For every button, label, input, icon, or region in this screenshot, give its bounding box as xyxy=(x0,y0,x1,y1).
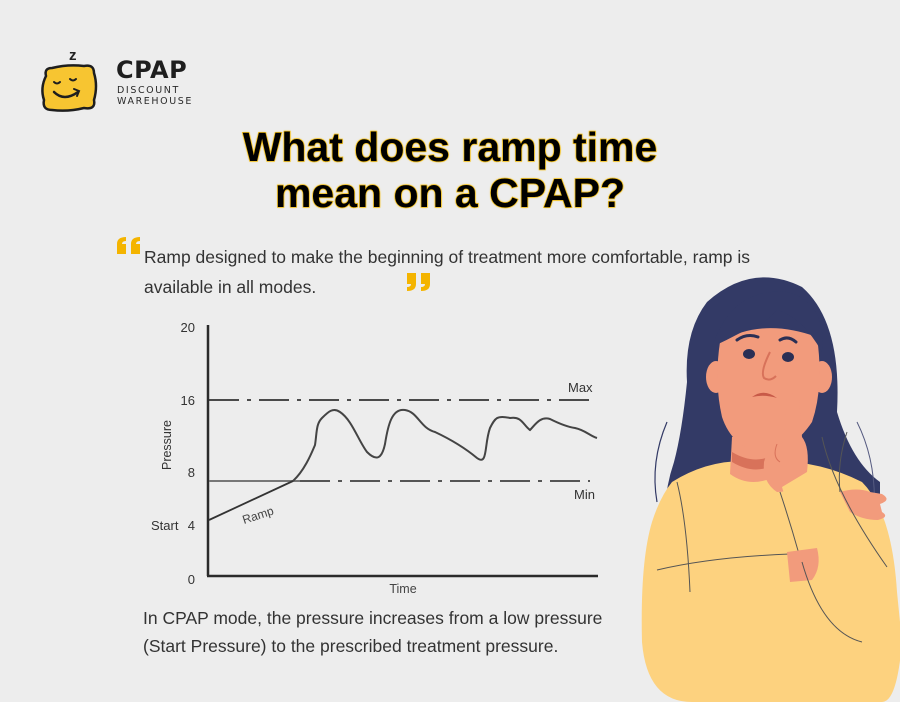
brand-subtitle-line1: DISCOUNT xyxy=(117,85,180,96)
y-tick-4: 4 xyxy=(188,518,195,533)
max-label: Max xyxy=(568,380,593,395)
close-quote-icon xyxy=(407,273,430,291)
y-tick-16: 16 xyxy=(181,393,195,408)
ramp-line xyxy=(208,480,294,521)
start-label: Start xyxy=(151,518,179,533)
thinking-woman-illustration xyxy=(641,277,900,702)
y-tick-20: 20 xyxy=(181,320,195,335)
brand-name: CPAP xyxy=(116,56,188,84)
brand-logo[interactable]: z CPAP DISCOUNT WAREHOUSE xyxy=(38,46,198,116)
open-quote-icon xyxy=(117,237,140,254)
pressure-curve xyxy=(292,408,598,482)
page-title: What does ramp time mean on a CPAP? xyxy=(0,123,900,217)
caption-text: In CPAP mode, the pressure increases fro… xyxy=(143,608,603,656)
hand-icon xyxy=(763,393,808,492)
page-title-line1: What does ramp time xyxy=(242,123,658,171)
quote-text: Ramp designed to make the beginning of t… xyxy=(144,247,751,297)
min-label: Min xyxy=(574,487,595,502)
brand-subtitle-line2: WAREHOUSE xyxy=(117,96,193,107)
svg-text:z: z xyxy=(69,47,77,64)
y-tick-8: 8 xyxy=(188,465,195,480)
page-title-line2: mean on a CPAP? xyxy=(274,169,626,217)
sleeping-pillow-icon: z xyxy=(41,47,98,112)
ramp-label: Ramp xyxy=(241,504,276,527)
y-axis-label: Pressure xyxy=(160,420,174,470)
x-axis-label: Time xyxy=(389,582,416,596)
y-tick-0: 0 xyxy=(188,572,195,587)
